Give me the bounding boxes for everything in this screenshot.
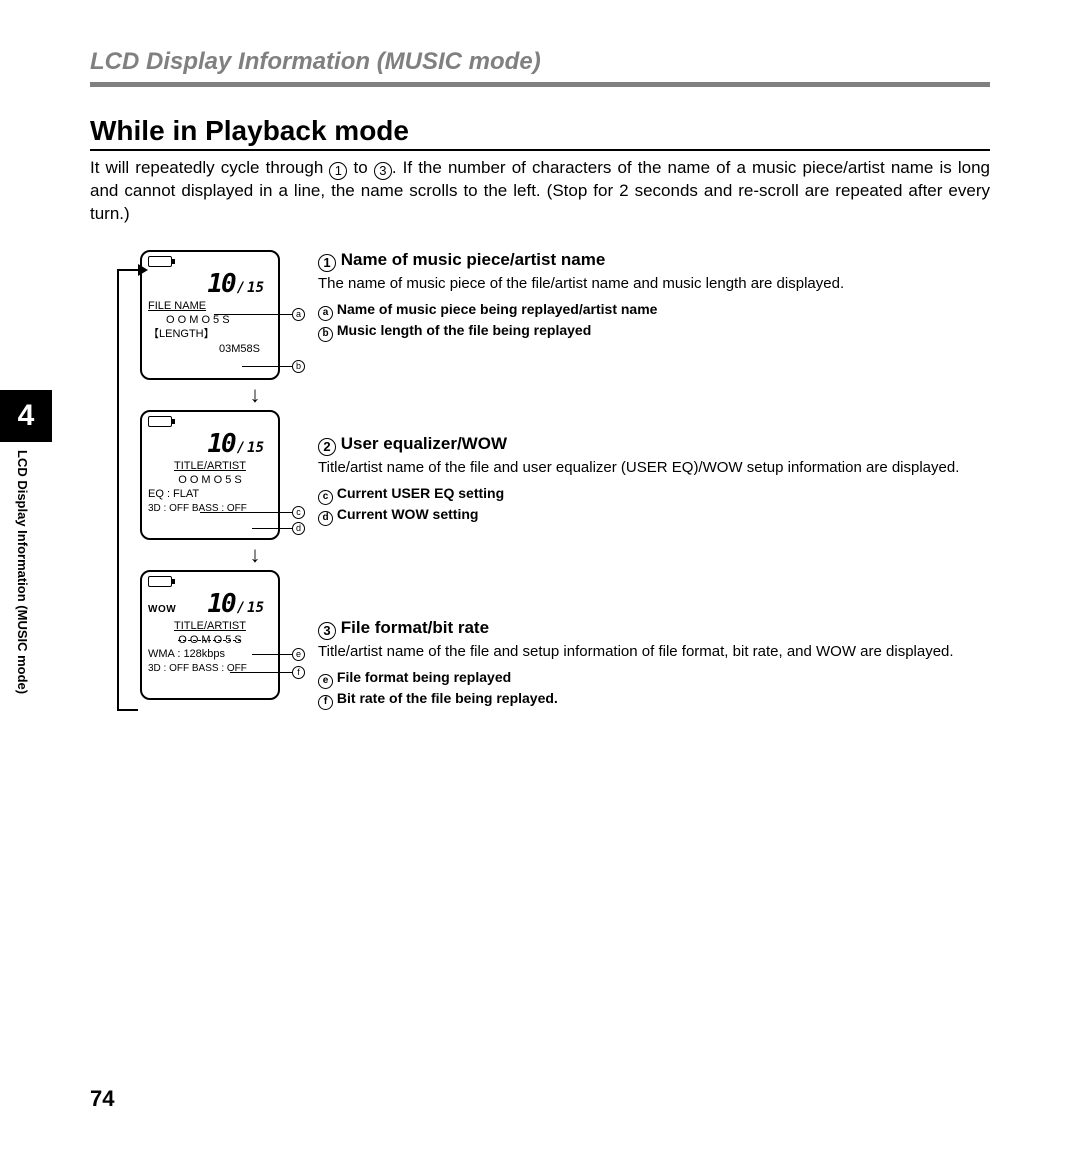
track-total: 15 bbox=[247, 440, 264, 456]
desc-head-text: File format/bit rate bbox=[341, 618, 489, 637]
arrow-down-icon: ↓ bbox=[200, 544, 310, 566]
lcd-screen-1: 10 / 15 FILE NAME O O M O 5 S 【LENGTH】 0… bbox=[140, 250, 280, 380]
desc-head-2: 2 User equalizer/WOW bbox=[318, 434, 990, 456]
track-slash: / bbox=[237, 440, 245, 456]
arrow-down-icon: ↓ bbox=[200, 384, 310, 406]
badge-f-icon: f bbox=[292, 666, 305, 679]
leader-e bbox=[252, 654, 292, 655]
desc-sub-1a: a Name of music piece being replayed/art… bbox=[318, 300, 990, 321]
desc-block-3: 3 File format/bit rate Title/artist name… bbox=[318, 618, 990, 710]
page-header-title: LCD Display Information (MUSIC mode) bbox=[90, 48, 990, 76]
intro-pre: It will repeatedly cycle through bbox=[90, 158, 329, 177]
desc-sub-3e: e File format being replayed bbox=[318, 668, 990, 689]
desc-sub-text: File format being replayed bbox=[337, 669, 511, 685]
lcd2-line3: EQ : FLAT bbox=[148, 487, 272, 501]
leader-b bbox=[242, 366, 292, 367]
leader-d bbox=[252, 528, 292, 529]
leader-a bbox=[214, 314, 292, 315]
section-title: While in Playback mode bbox=[90, 115, 990, 147]
desc-head-1: 1 Name of music piece/artist name bbox=[318, 250, 990, 272]
track-total: 15 bbox=[247, 280, 264, 296]
circle-letter-icon: e bbox=[318, 674, 333, 689]
description-column: 1 Name of music piece/artist name The na… bbox=[310, 250, 990, 734]
desc-body-2: Title/artist name of the file and user e… bbox=[318, 458, 990, 478]
lcd1-line3: 【LENGTH】 bbox=[148, 327, 272, 341]
circle-num-icon: 1 bbox=[318, 254, 336, 272]
section-rule bbox=[90, 149, 990, 151]
badge-e-icon: e bbox=[292, 648, 305, 661]
track-counter: 10 / 15 bbox=[148, 429, 272, 459]
desc-sub-text: Music length of the file being replayed bbox=[337, 322, 591, 338]
circle-letter-icon: b bbox=[318, 327, 333, 342]
lcd1-line1: FILE NAME bbox=[148, 299, 272, 313]
leader-c bbox=[200, 512, 292, 513]
track-current: 10 bbox=[207, 429, 234, 459]
lcd3-line2: O O M O 5 S bbox=[148, 633, 272, 647]
track-slash: / bbox=[237, 280, 245, 296]
lcd2-line2: O O M O 5 S bbox=[148, 473, 272, 487]
circle-letter-icon: c bbox=[318, 490, 333, 505]
battery-icon bbox=[148, 576, 172, 587]
lcd1-line2: O O M O 5 S bbox=[148, 313, 272, 327]
desc-sub-2d: d Current WOW setting bbox=[318, 505, 990, 526]
battery-icon bbox=[148, 416, 172, 427]
leader-f bbox=[230, 672, 292, 673]
badge-b-icon: b bbox=[292, 360, 305, 373]
badge-c-icon: c bbox=[292, 506, 305, 519]
circle-1-icon: 1 bbox=[329, 162, 347, 180]
lcd3-line1: TITLE/ARTIST bbox=[148, 619, 272, 633]
page-number: 74 bbox=[90, 1086, 114, 1112]
lcd-column: 10 / 15 FILE NAME O O M O 5 S 【LENGTH】 0… bbox=[90, 250, 310, 700]
desc-head-text: User equalizer/WOW bbox=[341, 434, 507, 453]
desc-head-3: 3 File format/bit rate bbox=[318, 618, 990, 640]
badge-d-icon: d bbox=[292, 522, 305, 535]
desc-body-3: Title/artist name of the file and setup … bbox=[318, 642, 990, 662]
track-total: 15 bbox=[247, 600, 264, 616]
circle-num-icon: 2 bbox=[318, 438, 336, 456]
intro-mid: to bbox=[347, 158, 373, 177]
track-slash: / bbox=[237, 600, 245, 616]
circle-letter-icon: f bbox=[318, 695, 333, 710]
lcd-screen-2: 10 / 15 TITLE/ARTIST O O M O 5 S EQ : FL… bbox=[140, 410, 280, 540]
track-current: 10 bbox=[207, 589, 234, 619]
desc-body-1: The name of music piece of the file/arti… bbox=[318, 274, 990, 294]
track-current: 10 bbox=[207, 269, 234, 299]
desc-head-text: Name of music piece/artist name bbox=[341, 250, 606, 269]
chapter-tab: 4 bbox=[0, 390, 52, 442]
circle-num-icon: 3 bbox=[318, 622, 336, 640]
intro-paragraph: It will repeatedly cycle through 1 to 3.… bbox=[90, 157, 990, 226]
desc-sub-3f: f Bit rate of the file being replayed. bbox=[318, 689, 990, 710]
circle-letter-icon: d bbox=[318, 511, 333, 526]
battery-icon bbox=[148, 256, 172, 267]
desc-sub-text: Name of music piece being replayed/artis… bbox=[337, 301, 658, 317]
desc-block-1: 1 Name of music piece/artist name The na… bbox=[318, 250, 990, 410]
lcd1-line4: 03M58S bbox=[148, 342, 272, 356]
desc-sub-2c: c Current USER EQ setting bbox=[318, 484, 990, 505]
desc-sub-text: Current USER EQ setting bbox=[337, 485, 504, 501]
badge-a-icon: a bbox=[292, 308, 305, 321]
main-layout: 4 LCD Display Information (MUSIC mode) 1… bbox=[90, 250, 990, 734]
side-label: LCD Display Information (MUSIC mode) bbox=[15, 450, 30, 694]
track-counter: 10 / 15 bbox=[148, 269, 272, 299]
lcd2-line1: TITLE/ARTIST bbox=[148, 459, 272, 473]
desc-sub-text: Bit rate of the file being replayed. bbox=[337, 690, 558, 706]
header-rule bbox=[90, 82, 990, 87]
desc-sub-1b: b Music length of the file being replaye… bbox=[318, 321, 990, 342]
track-counter: 10 / 15 bbox=[176, 589, 272, 619]
wow-label: WOW bbox=[148, 604, 176, 615]
circle-3-icon: 3 bbox=[374, 162, 392, 180]
circle-letter-icon: a bbox=[318, 306, 333, 321]
desc-sub-text: Current WOW setting bbox=[337, 506, 479, 522]
lcd-screen-3: WOW 10 / 15 TITLE/ARTIST O O M O 5 S WMA… bbox=[140, 570, 280, 700]
desc-block-2: 2 User equalizer/WOW Title/artist name o… bbox=[318, 434, 990, 594]
